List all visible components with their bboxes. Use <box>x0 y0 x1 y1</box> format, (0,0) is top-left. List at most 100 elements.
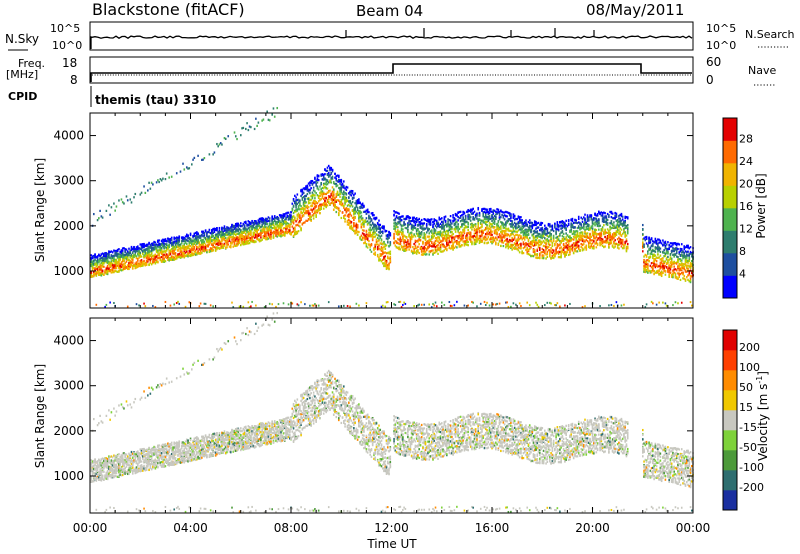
power-cell <box>258 220 261 224</box>
power-cell <box>383 251 385 254</box>
power-cell <box>368 234 370 237</box>
power-cell <box>359 206 361 209</box>
power-cell <box>144 305 147 308</box>
power-cell <box>297 304 300 307</box>
power-cell <box>368 215 370 219</box>
power-cell <box>278 234 281 237</box>
power-cell <box>515 303 517 306</box>
power-cell <box>121 260 124 263</box>
power-cell <box>386 237 389 241</box>
power-cell <box>399 230 402 233</box>
power-cell <box>212 234 214 238</box>
power-cell <box>265 232 267 235</box>
power-cell <box>435 305 438 308</box>
power-cell <box>245 241 247 244</box>
power-cell <box>135 246 138 249</box>
power-cell <box>399 248 402 251</box>
power-cell <box>167 240 169 243</box>
power-cell <box>100 259 103 262</box>
power-cell <box>100 215 103 218</box>
power-cell <box>386 301 389 304</box>
power-cell <box>247 242 250 245</box>
power-cell <box>217 234 219 237</box>
power-cell <box>211 232 213 235</box>
power-cell <box>356 226 359 229</box>
power-cell <box>315 192 317 195</box>
power-cell <box>379 258 382 261</box>
power-cell <box>373 235 375 239</box>
power-cell <box>324 168 326 171</box>
power-cell <box>288 229 291 232</box>
power-cell <box>272 223 275 226</box>
power-cell <box>95 262 98 265</box>
power-cell <box>306 186 309 189</box>
power-cell <box>286 226 289 230</box>
power-cell <box>134 263 137 266</box>
power-cell <box>201 239 203 242</box>
power-cell <box>231 232 233 235</box>
power-cell <box>165 243 168 246</box>
power-cell <box>320 198 322 201</box>
power-cell <box>197 154 199 157</box>
power-cell <box>361 222 364 225</box>
nsearch-tick-low: 10^0 <box>706 39 736 52</box>
power-cell <box>310 215 312 218</box>
power-cell <box>214 249 217 252</box>
power-cell <box>145 244 148 247</box>
power-cell <box>177 245 179 248</box>
power-cell <box>280 226 282 229</box>
power-cell <box>111 268 114 272</box>
power-cell <box>383 262 385 265</box>
power-cell <box>493 220 496 223</box>
power-cell <box>346 204 349 207</box>
power-cell <box>93 275 95 278</box>
power-cell <box>371 227 374 230</box>
power-cell <box>193 242 196 245</box>
power-cell <box>243 243 246 246</box>
power-cell <box>172 243 174 246</box>
power-cell <box>326 179 329 182</box>
power-cell <box>325 169 328 172</box>
power-cell <box>275 220 277 224</box>
power-cell <box>380 230 383 233</box>
power-cell <box>103 254 105 258</box>
power-cell <box>304 221 306 224</box>
power-cell <box>492 212 495 215</box>
power-cell <box>96 272 99 275</box>
power-cell <box>277 234 280 237</box>
power-cell <box>316 202 319 205</box>
power-cell <box>232 225 235 229</box>
power-cell <box>403 218 405 221</box>
power-cell <box>263 224 266 227</box>
power-cell <box>208 153 211 156</box>
power-cell <box>135 257 138 260</box>
power-cell <box>273 215 276 218</box>
power-cell <box>281 231 284 234</box>
power-cell <box>226 242 228 245</box>
power-cell <box>246 235 248 238</box>
power-cell <box>189 245 192 248</box>
power-cell <box>332 196 335 199</box>
power-cell <box>135 250 138 253</box>
power-cell <box>288 231 291 234</box>
power-cell <box>452 232 454 236</box>
nsky-tick-low: 10^0 <box>52 39 82 52</box>
power-cell <box>162 244 164 247</box>
power-cell <box>420 218 423 222</box>
power-cell <box>345 188 348 192</box>
power-cell <box>310 181 312 184</box>
power-cell <box>149 254 152 258</box>
power-cell <box>271 222 274 226</box>
power-cell <box>193 253 196 256</box>
power-cell <box>442 220 444 223</box>
power-cell <box>463 212 466 215</box>
power-cell <box>188 254 191 257</box>
power-cell <box>124 248 127 251</box>
power-cell <box>389 261 392 264</box>
power-cell <box>258 217 261 221</box>
power-cell <box>173 303 176 306</box>
power-cell <box>339 209 341 213</box>
power-cell <box>119 268 121 272</box>
power-cell <box>139 265 142 268</box>
power-cell <box>227 233 230 236</box>
